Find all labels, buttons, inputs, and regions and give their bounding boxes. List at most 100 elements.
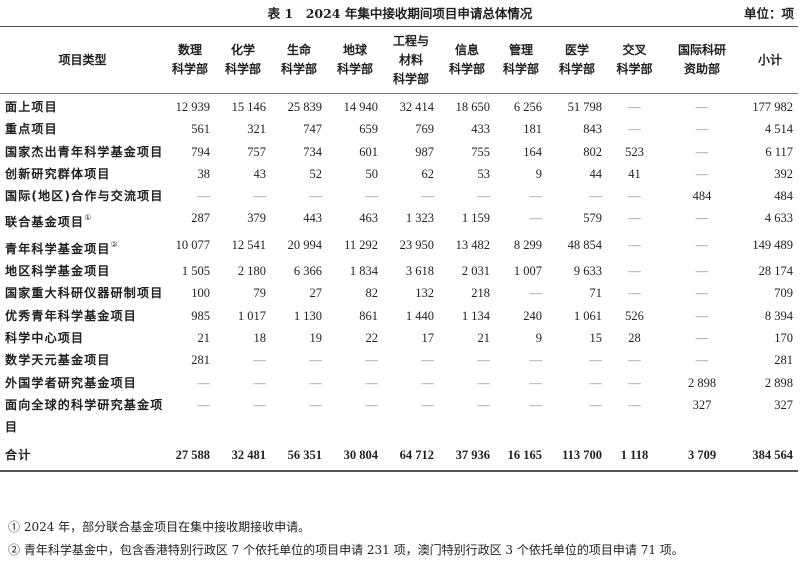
cell-value: 181 <box>523 122 542 137</box>
cell-value: 6 366 <box>293 264 322 279</box>
row-label-text: 联合基金项目 <box>5 215 85 230</box>
footnote-marker: ① <box>84 213 93 223</box>
cell-value: 82 <box>365 286 379 301</box>
cell-value: — <box>253 189 267 204</box>
cell-value: 50 <box>365 166 379 181</box>
cell-value: 2 180 <box>237 264 266 279</box>
footnotes: ① 2024 年，部分联合基金项目在集中接收期接收申请。 ② 青年科学基金中，包… <box>8 516 684 562</box>
total-row: 合计 27 588 32 481 56 351 30 804 64 712 37 936 16… <box>0 438 798 471</box>
cell-value: 384 564 <box>752 448 793 463</box>
cell-value: 15 146 <box>231 100 266 114</box>
cell-value: 321 <box>247 122 266 137</box>
cell-value: — <box>365 189 379 204</box>
cell-value: — <box>477 375 491 390</box>
cell-value: 170 <box>774 330 793 345</box>
cell-value: — <box>628 286 641 301</box>
cell-value: 985 <box>191 308 210 323</box>
cell-value: — <box>695 144 709 159</box>
cell-value: — <box>628 189 641 204</box>
cell-value: 19 <box>309 330 323 345</box>
cell-value: — <box>529 211 543 226</box>
cell-value: — <box>589 397 603 412</box>
cell-value: — <box>628 211 641 226</box>
cell-value: 132 <box>415 286 434 301</box>
cell-value: 51 798 <box>567 100 602 114</box>
row-label: 优秀青年科学基金项目 <box>0 305 165 327</box>
cell-value: 2 898 <box>764 375 793 390</box>
cell-value: — <box>695 353 709 368</box>
row-label-text: 创新研究群体项目 <box>5 166 111 181</box>
cell-value: 12 939 <box>175 100 210 114</box>
row-label: 联合基金项目① <box>0 207 165 233</box>
cell-value: 484 <box>692 189 712 204</box>
row-label: 重点项目 <box>0 118 165 140</box>
cell-value: 10 077 <box>175 237 210 252</box>
cell-value: 1 061 <box>573 308 602 323</box>
column-header: 小计 <box>757 52 782 67</box>
cell-value: 113 700 <box>562 448 602 463</box>
cell-value: 27 588 <box>175 448 210 463</box>
column-header: 地球 科学部 <box>336 43 373 76</box>
footnote-2: ② 青年科学基金中，包含香港特别行政区 7 个依托单位的项目申请 231 项，澳… <box>8 543 684 557</box>
column-header: 信息 科学部 <box>448 43 485 76</box>
cell-value: 3 709 <box>687 448 717 463</box>
cell-value: 443 <box>303 211 322 226</box>
cell-value: 526 <box>625 308 644 323</box>
row-label-text: 国家杰出青年科学基金项目 <box>5 144 164 159</box>
cell-value: 1 505 <box>181 264 210 279</box>
cell-value: — <box>421 189 435 204</box>
cell-value: 16 165 <box>507 448 542 463</box>
cell-value: 327 <box>692 397 712 412</box>
cell-value: — <box>421 353 435 368</box>
cell-value: 379 <box>247 211 266 226</box>
column-header: 工程与 材料 科学部 <box>392 33 429 86</box>
cell-value: 1 017 <box>237 308 266 323</box>
cell-value: — <box>589 353 603 368</box>
cell-value: — <box>695 122 709 137</box>
row-label-text: 面向全球的科学研究基金项目 <box>5 397 164 435</box>
cell-value: — <box>695 237 709 252</box>
cell-value: 13 482 <box>455 237 490 252</box>
cell-value: 41 <box>628 166 641 181</box>
cell-value: 861 <box>359 308 378 323</box>
row-label: 地区科学基金项目 <box>0 260 165 282</box>
cell-value: — <box>477 353 491 368</box>
cell-value: 561 <box>191 122 210 137</box>
row-label-text: 重点项目 <box>5 122 58 137</box>
cell-value: 8 299 <box>513 237 542 252</box>
cell-value: 27 <box>309 286 323 301</box>
cell-value: — <box>529 189 543 204</box>
cell-value: 12 541 <box>231 237 266 252</box>
cell-value: 433 <box>471 122 490 137</box>
cell-value: 11 292 <box>344 237 378 252</box>
cell-value: 1 130 <box>293 308 322 323</box>
unit-label: 单位：项 <box>743 6 794 21</box>
cell-value: 37 936 <box>455 448 490 463</box>
row-label: 创新研究群体项目 <box>0 163 165 185</box>
cell-value: 240 <box>523 308 542 323</box>
cell-value: 30 804 <box>343 448 378 463</box>
cell-value: 463 <box>359 211 378 226</box>
row-label-text: 国家重大科研仪器研制项目 <box>5 286 164 301</box>
cell-value: 52 <box>309 166 323 181</box>
cell-value: 56 351 <box>287 448 322 463</box>
cell-value: 9 633 <box>573 264 602 279</box>
cell-value: 64 712 <box>399 448 434 463</box>
cell-value: 21 <box>477 330 491 345</box>
column-header: 交叉 科学部 <box>616 43 653 76</box>
cell-value: 769 <box>415 122 434 137</box>
cell-value: — <box>628 397 641 412</box>
cell-value: — <box>529 375 543 390</box>
cell-value: 1 007 <box>513 264 542 279</box>
cell-value: — <box>695 166 709 181</box>
table-row: 科学中心项目 21 18 19 22 17 21 9 15 28 — 170 <box>0 327 798 349</box>
cell-value: 659 <box>359 122 378 137</box>
cell-value: 2 898 <box>687 375 717 390</box>
cell-value: — <box>628 375 641 390</box>
cell-value: 17 <box>421 330 435 345</box>
application-table: 项目类型 数理 科学部 化学 科学部 生命 科学部 地球 科学部 工程与 材料 科学部 信息 科学部 管理科… <box>0 26 798 472</box>
cell-value: 1 834 <box>349 264 378 279</box>
column-header: 数理 科学部 <box>171 43 208 76</box>
cell-value: 15 <box>589 330 603 345</box>
row-label: 外国学者研究基金项目 <box>0 372 165 394</box>
